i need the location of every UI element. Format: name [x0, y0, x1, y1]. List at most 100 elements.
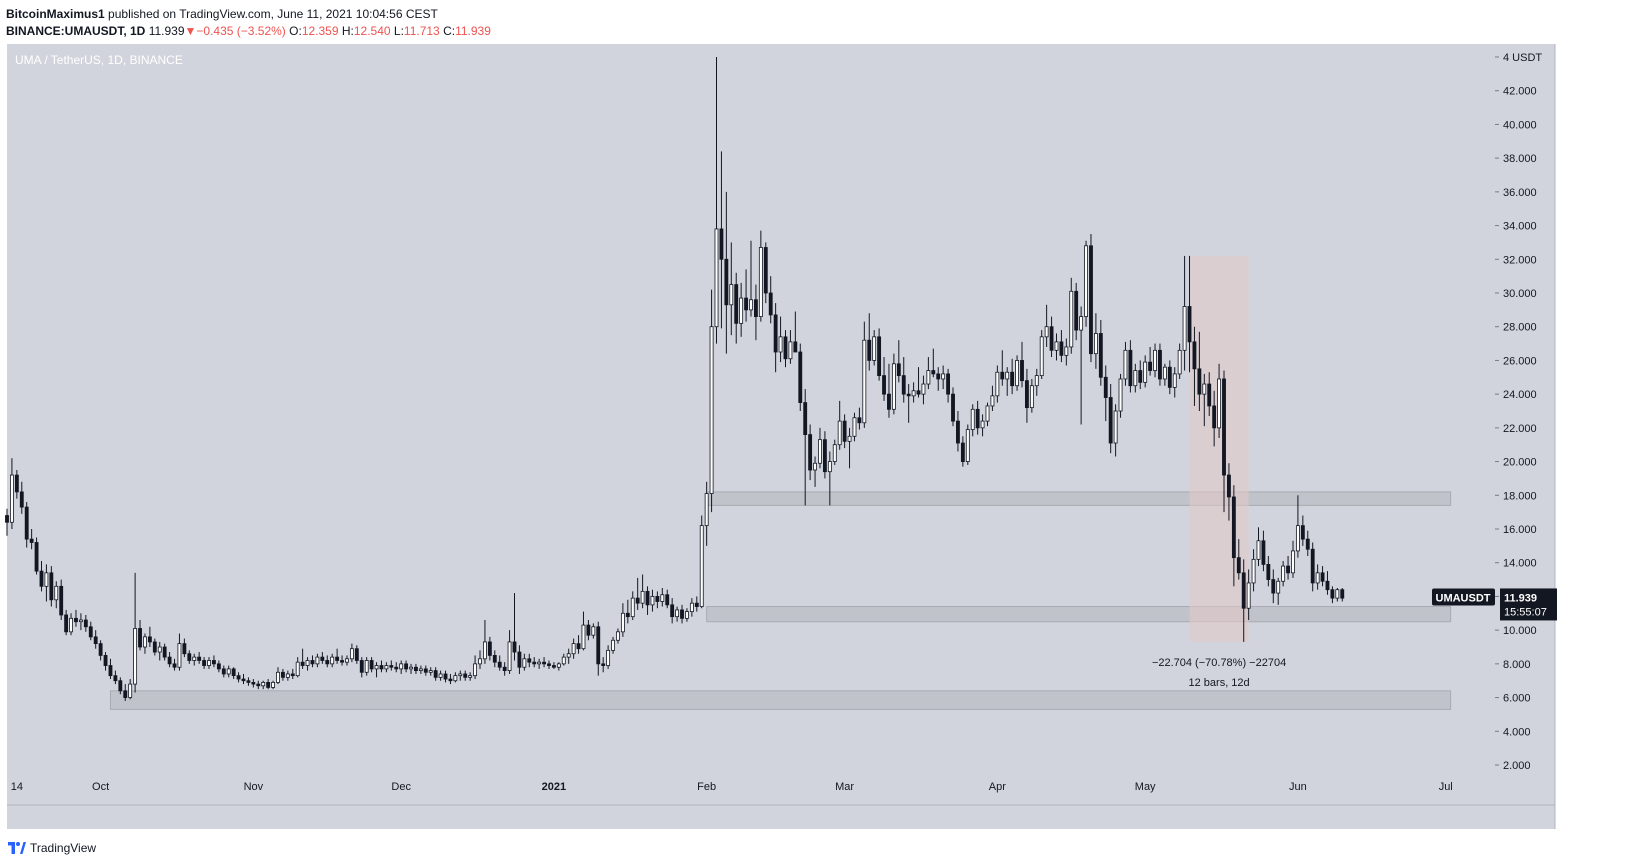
candle-238 [1177, 343, 1182, 379]
candle-259 [1281, 561, 1286, 587]
candle-body-up [1256, 540, 1261, 560]
candle-body-down [1128, 349, 1133, 387]
candle-body-up [1202, 383, 1207, 395]
candle-243 [1202, 373, 1207, 427]
measure-box [1189, 255, 1249, 642]
candle-body-down [1108, 397, 1113, 444]
candle-161 [798, 343, 803, 411]
candle-76 [379, 660, 384, 673]
candle-107 [532, 657, 537, 668]
candle-219 [1084, 240, 1088, 327]
candle-body-up [345, 658, 349, 663]
candle-body-down [49, 572, 54, 601]
candle-175 [867, 313, 872, 371]
candle-body-up [418, 668, 423, 672]
candle-218 [1079, 306, 1084, 425]
time-axis[interactable]: 14 Oct Nov Dec 2021 Feb Mar Apr May Jun Jul [11, 781, 1453, 793]
candle-25 [128, 679, 133, 700]
candle-114 [566, 648, 571, 664]
candle-body-up [788, 341, 793, 360]
candle-body-down [1241, 572, 1246, 609]
candle-184 [911, 382, 916, 403]
candle-body-up [276, 671, 280, 683]
last-price-marker: UMAUSDT 11.939 15:55:07 [1432, 588, 1557, 621]
tradingview-logo[interactable]: TradingView [8, 841, 96, 855]
candle-body-down [517, 651, 522, 668]
candle-99 [492, 650, 497, 668]
time-tick-label: Dec [391, 781, 411, 793]
candle-221 [1093, 313, 1098, 369]
candle-body-down [670, 604, 675, 618]
time-tick-label: Nov [244, 781, 264, 793]
candle-37 [187, 650, 192, 664]
candle-269 [1330, 586, 1335, 604]
candle-body-up [926, 370, 931, 385]
time-tick-label: Oct [92, 781, 109, 793]
candle-body-down [793, 341, 798, 353]
candle-body-down [59, 585, 64, 616]
candle-220 [1089, 234, 1093, 363]
candle-body-down [187, 653, 192, 661]
candle-body-down [857, 417, 862, 424]
down-arrow-icon: ▼ [184, 24, 197, 38]
time-tick-label: Feb [697, 781, 716, 793]
candle-body-down [64, 614, 69, 633]
candle-231 [1143, 355, 1148, 388]
candle-132 [655, 591, 660, 609]
candle-body-down [1167, 366, 1172, 388]
candle-body-up [1217, 378, 1222, 429]
candle-160 [793, 311, 798, 353]
zone-1 [706, 606, 1452, 623]
candle-113 [561, 653, 566, 666]
price-tick-label: 42.000 [1503, 86, 1537, 98]
candle-body-down [960, 442, 965, 462]
candle-267 [1320, 566, 1325, 587]
candle-body-down [1207, 383, 1212, 407]
candle-214 [1059, 330, 1064, 363]
candle-153 [758, 230, 763, 322]
candle-244 [1207, 372, 1212, 417]
symbol-label[interactable]: BINANCE:UMAUSDT, 1D [6, 24, 146, 38]
candle-body-down [1310, 548, 1315, 584]
candle-51 [256, 680, 261, 690]
candle-78 [389, 660, 394, 671]
candle-185 [916, 367, 921, 398]
candle-144 [714, 57, 719, 344]
candle-body-up [1069, 290, 1074, 348]
candle-body-up [473, 663, 478, 677]
candle-body-up [1182, 306, 1187, 351]
plot-area[interactable] [7, 44, 1555, 829]
price-tick-label: 40.000 [1503, 119, 1537, 131]
price-tick-label: 28.000 [1503, 322, 1537, 334]
candle-120 [596, 621, 601, 676]
candle-230 [1138, 360, 1143, 390]
candle-body-up [364, 660, 369, 673]
candle-68 [340, 655, 344, 666]
candle-257 [1271, 569, 1276, 604]
candle-body-up [1029, 385, 1034, 409]
publisher-name[interactable]: BitcoinMaximus1 [6, 7, 105, 21]
candle-body-up [295, 661, 300, 677]
candle-22 [113, 670, 118, 685]
candle-163 [808, 424, 813, 481]
candle-body-down [916, 390, 921, 395]
candle-body-up [704, 493, 709, 527]
candle-body-down [906, 393, 911, 397]
candle-129 [640, 574, 645, 609]
candle-body-down [576, 643, 581, 650]
candle-body-up [566, 653, 571, 658]
candle-19 [98, 640, 103, 661]
candle-body-up [1335, 589, 1340, 599]
candle-263 [1300, 515, 1305, 546]
candle-body-up [399, 663, 404, 670]
price-tick-label: 18.000 [1503, 490, 1537, 502]
candle-189 [936, 367, 941, 391]
candle-94 [468, 672, 473, 681]
candle-72 [359, 657, 364, 678]
candle-body-down [1103, 376, 1108, 398]
candle-body-down [773, 314, 778, 353]
low-value: 11.713 [403, 24, 440, 38]
candle-30 [152, 638, 157, 656]
candle-body-up [192, 656, 197, 661]
